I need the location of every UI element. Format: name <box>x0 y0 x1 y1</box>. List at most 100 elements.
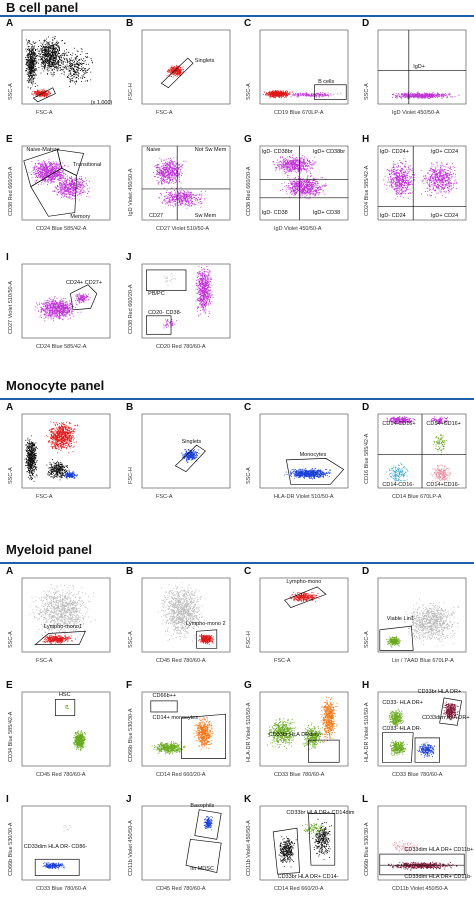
gate-label: CD33br HLA DR+ CD14- <box>278 874 339 880</box>
gate-label: lm MDSC <box>190 866 214 872</box>
scatter-plot <box>141 145 231 221</box>
x-axis-label: FSC-A <box>36 494 53 500</box>
scatter-plot <box>141 805 231 881</box>
event-dots <box>157 581 214 645</box>
gate-label: CD33br HLA DR+ <box>418 689 462 695</box>
gate-label: Lympho-mono1 <box>44 624 82 630</box>
gate-label: CD14-CD16+ <box>382 421 415 427</box>
gate-outline <box>55 699 76 717</box>
event-dots <box>284 467 331 480</box>
event-dots <box>391 91 460 100</box>
x-axis-label: FSC-A <box>274 658 291 664</box>
gate-label: Singlets <box>195 58 215 64</box>
flow-plot-panel: I CD66b Blue 530/30-A CD33 Blue 780/60-A CD… <box>0 794 116 906</box>
event-dots <box>383 158 458 200</box>
scatter-plot <box>377 691 467 767</box>
gate-label: CD33- HLA DR- <box>382 726 421 732</box>
flow-plot-panel: D SSC-A IgD Violet 450/50-A IgD+ <box>356 18 472 130</box>
event-dots <box>152 157 207 209</box>
gate-label: IgD- CD24 <box>380 213 406 219</box>
gate-outline <box>34 858 80 876</box>
gate-label: HSC <box>59 692 71 698</box>
x-axis-label: CD45 Red 780/60-A <box>156 886 206 892</box>
gate-label: IgD+ CD38 <box>313 210 340 216</box>
gate-label: CD14-CD16- <box>382 482 414 488</box>
gate-label: CD20- CD38- <box>148 310 181 316</box>
flow-plot-panel: B FSC-H FSC-A Singlets <box>120 402 236 514</box>
flow-plot-panel: B FSC-H FSC-A Singlets <box>120 18 236 130</box>
x-axis-label: IgD Violet 450/50-A <box>392 110 440 116</box>
plot-frame <box>259 145 349 221</box>
panel-letter: D <box>362 18 369 29</box>
gate-outline <box>379 625 414 651</box>
panel-letter: A <box>6 18 13 29</box>
y-axis-label: SSC-A <box>8 467 14 484</box>
panel-letter: H <box>362 680 369 691</box>
plot-frame <box>377 145 467 221</box>
gate-outline <box>32 87 56 103</box>
flow-plot-panel: I CD27 Violet 510/50-A CD24 Blue 585/42-A C… <box>0 252 116 364</box>
scatter-plot <box>141 263 231 339</box>
gate-label: Transitional <box>73 162 101 168</box>
x-axis-label: CD11b Violet 450/50-A <box>392 886 448 892</box>
scatter-plot <box>21 577 111 653</box>
panel-letter: E <box>6 134 13 145</box>
x-axis-label: CD33 Blue 780/60-A <box>36 886 86 892</box>
gate-label: Basophils <box>190 803 214 809</box>
gate-label: Lympho-mono <box>286 579 321 585</box>
gate-label: CD33- HLA DR+ <box>382 700 423 706</box>
scatter-plot <box>21 691 111 767</box>
gate-label: CD24+ CD27+ <box>66 280 102 286</box>
y-axis-label: FSC-H <box>128 83 134 100</box>
gate-label: CD27 <box>149 213 163 219</box>
event-dots <box>25 36 93 98</box>
event-dots <box>278 818 332 868</box>
gate-outline <box>30 167 77 217</box>
gate-label: IgD- CD24+ <box>380 149 409 155</box>
plot-frame <box>377 29 467 105</box>
x-axis-label: CD14 Blue 670LP-A <box>392 494 442 500</box>
flow-plot-panel: F CD66b Blue 530/30-A CD14 Red 660/20-A CD6… <box>120 680 236 792</box>
scatter-plot <box>259 577 349 653</box>
y-axis-label: HLA-DR Violet 510/50-A <box>364 702 370 762</box>
panel-letter: C <box>244 402 251 413</box>
scatter-plot <box>141 29 231 105</box>
gate-label: IgD+ CD24 <box>431 213 458 219</box>
scatter-plot <box>141 413 231 489</box>
y-axis-label: SSC-A <box>246 467 252 484</box>
y-axis-label: CD16 Blue 585/42-A <box>364 434 370 484</box>
panel-letter: E <box>6 680 13 691</box>
plot-frame <box>21 805 111 881</box>
panel-letter: L <box>362 794 368 805</box>
y-axis-label: CD66b Blue 530/30-A <box>128 708 134 762</box>
x-axis-label: CD45 Red 780/60-A <box>36 772 86 778</box>
scatter-plot <box>377 413 467 489</box>
panel-letter: C <box>244 566 251 577</box>
plot-frame <box>21 263 111 339</box>
scatter-plot <box>21 413 111 489</box>
panel-letter: J <box>126 794 132 805</box>
event-dots <box>64 704 86 751</box>
panel-letter: J <box>126 252 132 263</box>
gate-label: CD66b++ <box>153 693 177 699</box>
flow-plot-panel: C FSC-H FSC-A Lympho-mono <box>238 566 354 678</box>
flow-plot-panel: A SSC-A FSC-A <box>0 402 116 514</box>
plot-frame <box>141 29 231 105</box>
scatter-plot <box>259 413 349 489</box>
gate-outline <box>181 713 226 759</box>
flow-plot-panel: E CD34 Blue 585/42-A CD45 Red 780/60-A HSC <box>0 680 116 792</box>
gate-label: (x 1,000) <box>91 100 113 106</box>
gate-label: IgD+ CD38br <box>313 149 345 155</box>
gate-label: CD33dim HLA DR- CD86- <box>24 844 88 850</box>
panel-letter: B <box>126 566 133 577</box>
panel-letter: I <box>6 252 9 263</box>
y-axis-label: SSC-A <box>364 83 370 100</box>
event-dots <box>28 158 90 201</box>
flow-plot-panel: J CD11b Violet 450/50-A CD45 Red 780/60-A B… <box>120 794 236 906</box>
flow-plot-panel: A SSC-A FSC-A (x 1,000) <box>0 18 116 130</box>
gate-label: Memory <box>70 214 90 220</box>
y-axis-label: FSC-H <box>246 631 252 648</box>
x-axis-label: CD33 Blue 780/60-A <box>392 772 442 778</box>
scatter-plot <box>259 691 349 767</box>
gate-outline <box>382 732 414 763</box>
